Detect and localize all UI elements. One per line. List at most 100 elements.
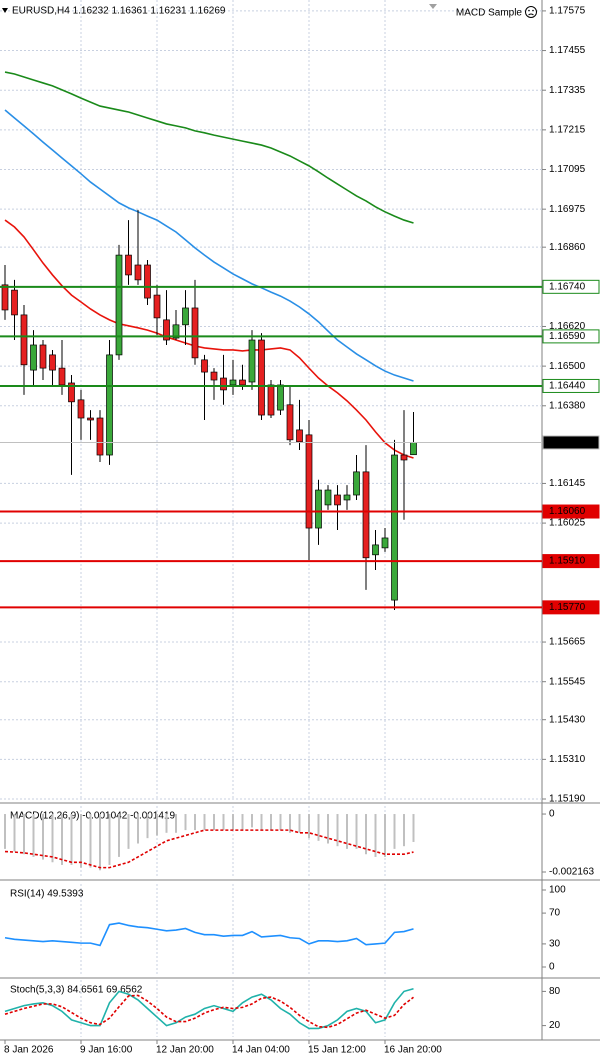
price-level-tag (542, 554, 600, 569)
y-tick-label: 100 (549, 885, 566, 896)
price-level-label: 1.16060 (549, 506, 586, 517)
moving-average (4, 219, 414, 459)
y-tick-label: 1.16025 (549, 518, 586, 529)
y-tick-label: 1.15430 (549, 714, 586, 725)
macd-bar (51, 814, 54, 863)
y-tick-label: 1.17095 (549, 164, 586, 175)
price-level-tag (542, 378, 600, 393)
y-tick-label: 1.15190 (549, 794, 586, 805)
candle-body (77, 399, 85, 419)
candle-body (381, 537, 389, 549)
candle-body (191, 307, 199, 359)
candle-body (315, 489, 322, 529)
y-tick-label: 1.16500 (549, 361, 586, 372)
y-tick-label: 30 (549, 939, 561, 950)
candle-body (410, 442, 417, 456)
macd-bar (23, 814, 25, 855)
macd-bar (42, 814, 44, 860)
candle-body (229, 379, 237, 386)
macd-bar (127, 814, 130, 849)
indicator-line (4, 922, 414, 947)
shift-marker[interactable] (429, 4, 437, 9)
y-tick-label: 1.16860 (549, 242, 586, 253)
candle-body (163, 319, 170, 341)
expert-name: MACD Sample (456, 8, 523, 19)
macd-bar (13, 814, 16, 852)
y-tick-label: 1.16145 (549, 478, 586, 489)
indicator-line (4, 994, 414, 1029)
x-tick-label: 12 Jan 20:00 (156, 1045, 214, 1056)
candle-body (258, 339, 265, 416)
macd-bar (80, 814, 82, 868)
macd-bar (108, 814, 111, 865)
price-level-label: 1.15770 (549, 602, 586, 613)
candle-body (296, 429, 303, 443)
macd-bar (137, 814, 139, 844)
candle-body (220, 377, 227, 391)
price-level-tag (542, 504, 600, 519)
macd-bar (4, 814, 6, 849)
y-tick-label: 1.16975 (549, 204, 586, 215)
macd-bar (308, 814, 310, 839)
macd-bar (165, 814, 168, 833)
candle-body (39, 344, 47, 369)
macd-bar (279, 814, 282, 831)
macd-bar (298, 814, 301, 833)
macd-bar (70, 814, 73, 865)
candle-body (277, 384, 284, 411)
price-level-label: 1.16440 (549, 381, 586, 392)
candle-body (87, 417, 94, 421)
macd-bar (270, 814, 272, 831)
macd-bar (184, 814, 187, 831)
menu-arrow[interactable] (2, 8, 8, 13)
macd-bar (89, 814, 92, 868)
candle-body (115, 254, 123, 356)
panel-title: RSI(14) 49.5393 (10, 889, 84, 900)
icon-eye (528, 9, 530, 12)
y-tick-label: 0 (549, 962, 555, 973)
candle-body (172, 324, 180, 339)
icon-face (525, 6, 537, 18)
macd-bar (118, 814, 120, 857)
candle-body (248, 339, 256, 383)
macd-bar (317, 814, 320, 841)
candle-body (125, 254, 132, 276)
price-level-tag (542, 435, 600, 450)
candle-body (182, 307, 189, 326)
macd-bar (336, 814, 339, 847)
macd-bar (412, 814, 415, 842)
macd-bar (61, 814, 63, 865)
candle-body (106, 354, 113, 456)
macd-bar (99, 814, 101, 871)
macd-bar (289, 814, 291, 833)
x-tick-label: 15 Jan 12:00 (308, 1045, 366, 1056)
x-tick-label: 9 Jan 16:00 (80, 1045, 133, 1056)
macd-bar (203, 814, 206, 831)
candle-body (30, 344, 37, 371)
y-tick-label: 1.17575 (549, 6, 586, 17)
macd-bar (222, 814, 225, 831)
candle-body (400, 454, 408, 461)
price-level-label: 1.16269 (549, 437, 586, 448)
y-tick-label: 1.15545 (549, 676, 586, 687)
candle-body (1, 284, 9, 311)
candle-body (58, 367, 66, 386)
expert-icon[interactable] (525, 6, 537, 18)
candle-body (391, 454, 398, 601)
candle-body (353, 471, 360, 496)
panel-title: Stoch(5,3,3) 84.6561 69.6562 (10, 985, 143, 996)
y-tick-label: 1.17215 (549, 125, 586, 136)
macd-bar (156, 814, 158, 836)
candle-body (210, 371, 218, 381)
candle-body (49, 354, 56, 371)
candle-body (11, 289, 18, 316)
y-tick-label: 0 (549, 809, 555, 820)
candle-body (267, 384, 275, 416)
price-level-label: 1.16740 (549, 281, 586, 292)
macd-bar (374, 814, 377, 857)
icon-eye (532, 9, 534, 12)
x-tick-label: 8 Jan 2026 (4, 1045, 54, 1056)
